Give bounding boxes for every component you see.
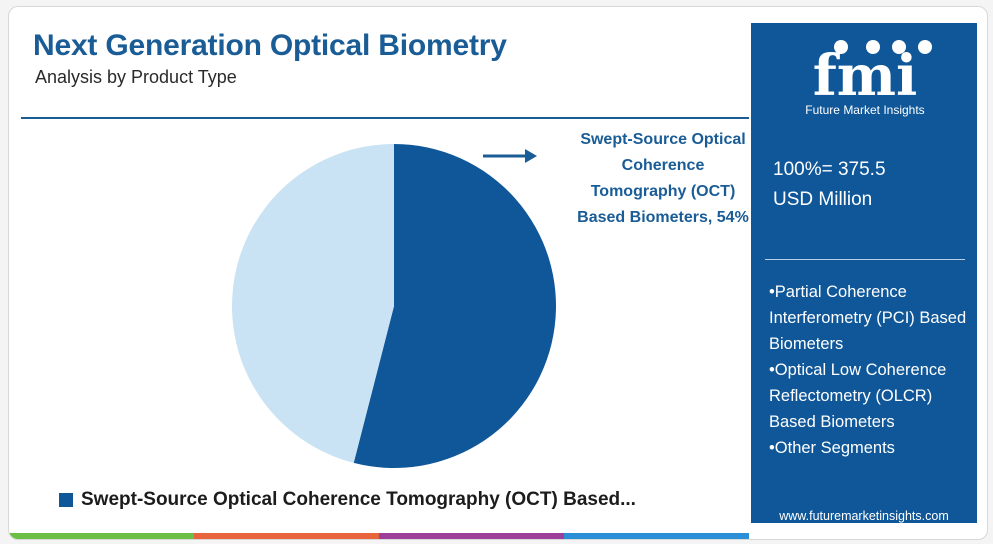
segment-item: Other Segments — [769, 435, 969, 461]
segment-item: Optical Low Coherence Reflectometry (OLC… — [769, 357, 969, 435]
market-total: 100%= 375.5 USD Million — [773, 155, 963, 215]
pie-slice — [353, 144, 557, 468]
legend-swatch — [59, 493, 73, 507]
title-divider — [21, 117, 749, 119]
color-strip — [9, 533, 749, 539]
logo-caption: Future Market Insights — [805, 103, 925, 117]
info-panel: fmi Future Market Insights 100%= 375.5 U… — [751, 23, 977, 523]
chart-card: Next Generation Optical Biometry Analysi… — [8, 6, 988, 540]
logo-wordmark: fmi — [813, 43, 918, 101]
slice-callout-label: Swept-Source Optical Coherence Tomograph… — [577, 131, 749, 226]
strip-segment — [564, 533, 749, 539]
pie-slice — [232, 144, 394, 463]
strip-segment — [9, 533, 194, 539]
panel-divider — [765, 259, 965, 260]
total-value: 100%= 375.5 — [773, 159, 886, 180]
chart-title: Next Generation Optical Biometry — [33, 29, 507, 62]
legend-entry-label: Swept-Source Optical Coherence Tomograph… — [81, 489, 636, 510]
callout-arrow-icon — [483, 149, 537, 163]
strip-segment — [194, 533, 379, 539]
website-link[interactable]: www.futuremarketinsights.com — [779, 509, 949, 523]
pie-chart — [232, 144, 557, 468]
total-unit: USD Million — [773, 189, 873, 210]
fmi-logo-mark: fmi — [813, 40, 932, 109]
legend: Swept-Source Optical Coherence Tomograph… — [59, 489, 636, 511]
fmi-logo: fmi Future Market Insights — [775, 31, 955, 123]
chart-subtitle: Analysis by Product Type — [35, 67, 237, 87]
segment-item: Partial Coherence Interferometry (PCI) B… — [769, 279, 969, 357]
pie-area — [9, 7, 749, 539]
segment-list: Partial Coherence Interferometry (PCI) B… — [769, 279, 969, 461]
strip-segment — [379, 533, 564, 539]
